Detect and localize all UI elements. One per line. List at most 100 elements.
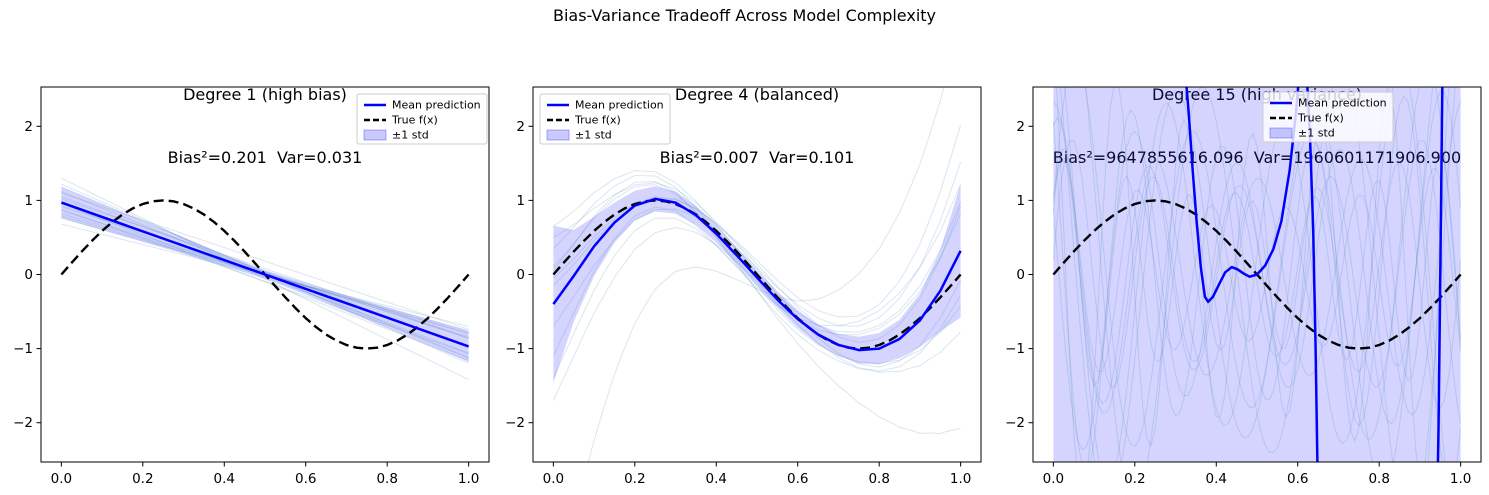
x-tick-label: 1.0	[1450, 471, 1471, 487]
ensemble-fit-line	[552, 226, 962, 401]
y-tick-label: 1	[1016, 193, 1025, 209]
x-tick-label: 0.0	[543, 471, 564, 487]
legend: Mean prediction True f(x) ±1 std	[1262, 91, 1394, 143]
x-tick-label: 0.8	[1368, 471, 1389, 487]
ensemble-fit-line	[1052, 87, 1462, 447]
ensemble-fit-line	[553, 174, 961, 365]
panel-1-title: Degree 1 (high bias)	[183, 85, 347, 104]
std-band	[553, 184, 961, 383]
legend-label: True f(x)	[391, 114, 438, 127]
x-tick-label: 0.6	[787, 471, 808, 487]
x-tick-label: 0.2	[132, 471, 153, 487]
ensemble-fit-line	[552, 213, 962, 379]
legend-label: Mean prediction	[1298, 97, 1387, 110]
legend-box	[1262, 91, 1394, 143]
y-tick-label: 1	[24, 193, 33, 209]
mean-prediction-line	[60, 201, 470, 348]
x-tick-label: 0.0	[1043, 471, 1064, 487]
ensemble-fit-line	[1052, 116, 1462, 424]
y-tick-label: −2	[13, 415, 33, 431]
ensemble-fit-line	[1052, 101, 1462, 416]
panel-2-svg: 0.0 0.2 0.4 0.6 0.8 1.0 −2 −1 0 1 2 Mean prediction…	[505, 86, 982, 487]
legend-box	[356, 93, 488, 145]
panel-1-subtitle: Bias²=0.201 Var=0.031	[167, 148, 363, 167]
y-tick-label: 0	[24, 267, 33, 283]
figure-suptitle: Bias-Variance Tradeoff Across Model Comp…	[552, 6, 937, 25]
y-tick-label: 2	[1016, 119, 1025, 135]
ensemble-fit-line	[1052, 95, 1462, 462]
legend: Mean prediction True f(x) ±1 std	[356, 93, 488, 145]
ensemble-fit-line	[61, 186, 469, 358]
legend-std-sample	[546, 129, 570, 141]
ensemble-fit-line	[61, 192, 469, 330]
plot-area	[1052, 87, 1462, 462]
ensemble-fit-line	[552, 161, 962, 327]
ensemble-fit-line	[61, 205, 469, 339]
legend-label: True f(x)	[1297, 112, 1344, 125]
x-tick-label: 0.6	[295, 471, 316, 487]
true-fx-line	[552, 199, 962, 350]
ensemble-fit-line	[1052, 159, 1462, 373]
legend-label: Mean prediction	[575, 99, 664, 112]
x-tick-label: 1.0	[950, 471, 971, 487]
x-tick-label: 0.2	[624, 471, 645, 487]
ensemble-fit-line	[553, 181, 961, 373]
panel-3-plot: 0.0 0.2 0.4 0.6 0.8 1.0 −2 −1 0 1 2 Mean prediction…	[988, 80, 1488, 492]
panel-1-title-block: Degree 1 (high bias) Bias²=0.201 Var=0.0…	[41, 42, 489, 210]
legend: Mean prediction True f(x) ±1 std	[539, 93, 671, 145]
ensemble-fit-line	[553, 182, 962, 368]
y-tick-label: 2	[516, 119, 525, 135]
ensemble-fit-line	[587, 87, 945, 462]
mean-prediction-line	[1185, 87, 1444, 462]
x-tick-label: 0.6	[1287, 471, 1308, 487]
legend-label: ±1 std	[575, 129, 612, 142]
ensemble-fit-line	[61, 177, 469, 381]
x-tick-label: 0.4	[1206, 471, 1227, 487]
legend-label: Mean prediction	[392, 99, 481, 112]
y-tick-label: 1	[516, 193, 525, 209]
panel-3-subtitle: Bias²=9647855616.096 Var=1960601171906.9…	[1033, 147, 1481, 168]
panel-2-title: Degree 4 (balanced)	[674, 85, 840, 104]
panel-2-subtitle: Bias²=0.007 Var=0.101	[659, 148, 855, 167]
ensemble-fit-line	[1085, 87, 1456, 462]
ensemble-fit-line	[61, 198, 469, 339]
x-tick-label: 0.0	[51, 471, 72, 487]
ensemble-fit-line	[1064, 87, 1446, 462]
legend-label: ±1 std	[392, 129, 429, 142]
y-tick-label: −2	[1005, 415, 1025, 431]
ensemble-fit-line	[553, 196, 962, 343]
x-tick-label: 0.2	[1124, 471, 1145, 487]
panel-3-svg: 0.0 0.2 0.4 0.6 0.8 1.0 −2 −1 0 1 2 Mean prediction…	[1005, 86, 1482, 487]
y-tick-label: 0	[1016, 267, 1025, 283]
legend-box	[539, 93, 671, 145]
x-tick-label: 0.8	[868, 471, 889, 487]
x-tick-label: 0.8	[376, 471, 397, 487]
legend-label: True f(x)	[574, 114, 621, 127]
x-tick-label: 1.0	[458, 471, 479, 487]
ensemble-fit-line	[1052, 140, 1462, 410]
ensemble-fit-line	[61, 202, 469, 361]
ensemble-fit-line	[1052, 90, 1462, 451]
ensemble-fit-line	[552, 183, 962, 357]
y-tick-label: −1	[13, 341, 33, 357]
ensemble-fit-line	[61, 208, 469, 355]
legend-label: ±1 std	[1298, 127, 1335, 140]
y-tick-label: −2	[505, 415, 525, 431]
panel-2-plot: 0.0 0.2 0.4 0.6 0.8 1.0 −2 −1 0 1 2 Mean prediction…	[488, 80, 988, 492]
ensemble-fit-line	[1052, 148, 1462, 387]
plot-area	[552, 87, 962, 462]
legend-std-sample	[363, 129, 387, 141]
y-tick-label: 2	[24, 119, 33, 135]
y-tick-label: −1	[505, 341, 525, 357]
x-tick-label: 0.4	[706, 471, 727, 487]
y-tick-label: 0	[516, 267, 525, 283]
mean-prediction-line	[552, 197, 962, 352]
ensemble-fit-line	[553, 184, 961, 435]
y-tick-label: −1	[1005, 341, 1025, 357]
panel-1-plot: 0.0 0.2 0.4 0.6 0.8 1.0 −2 −1 0 1 2 Mean prediction…	[0, 80, 496, 492]
x-tick-label: 0.4	[214, 471, 235, 487]
panel-1-svg: 0.0 0.2 0.4 0.6 0.8 1.0 −2 −1 0 1 2 Mean prediction…	[13, 86, 490, 487]
panel-3-title-block: Degree 15 (high variance) Bias²=96478556…	[1033, 42, 1481, 210]
legend-std-sample	[1269, 127, 1293, 139]
